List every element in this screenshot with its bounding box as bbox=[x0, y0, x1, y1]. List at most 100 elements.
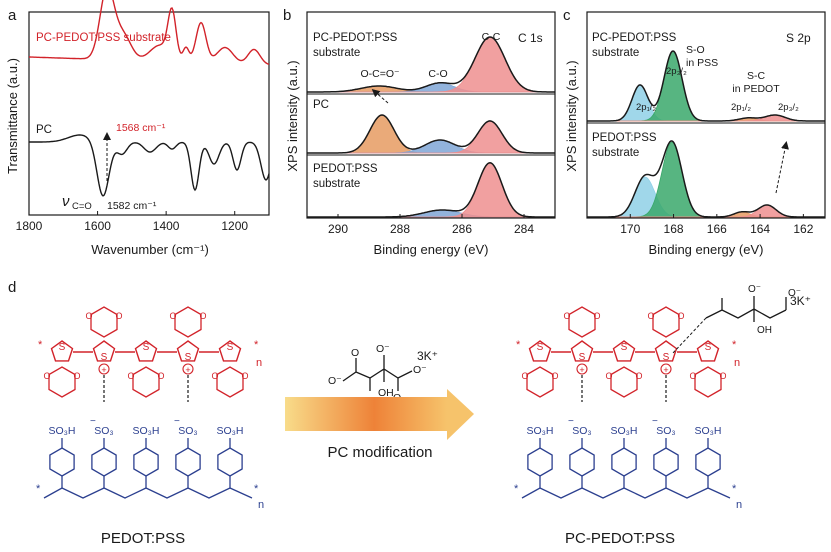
panel-a-tick-label-1600: 1600 bbox=[84, 219, 111, 233]
panel-b-x-ticks: 290 288 286 284 bbox=[328, 214, 534, 236]
panel-c-envelopes bbox=[587, 50, 825, 218]
panel-b-tick-label-288: 288 bbox=[390, 222, 410, 236]
panel-b-tick-label-284: 284 bbox=[514, 222, 534, 236]
right-pedot-star-right: * bbox=[732, 339, 737, 351]
peak-label-2p12-sc: 2p₁/₂ bbox=[731, 102, 751, 113]
peak-label-2p12-main: 2p₁/₂ bbox=[636, 102, 656, 113]
right-minus-sign-3: − bbox=[652, 416, 658, 427]
left-ring-o-b-4: O bbox=[241, 371, 248, 381]
left-thiophene-s-1: S bbox=[101, 352, 108, 363]
right-ring-o-b-4: O bbox=[719, 371, 726, 381]
panel-c-tick-label-162: 162 bbox=[793, 222, 813, 236]
left-dioxane-1 bbox=[90, 306, 118, 338]
panel-a-ylabel: Transmittance (a.u.) bbox=[5, 58, 20, 174]
right-pss-star-left: * bbox=[514, 483, 519, 495]
xps-s2p-label-1b: substrate bbox=[592, 47, 639, 59]
peak-label-2p32-main: 2p₃/₂ bbox=[666, 66, 687, 77]
right-thiophene-3 bbox=[654, 340, 678, 362]
left-pedot-n: n bbox=[256, 357, 262, 369]
panel-a-xlabel: Wavenumber (cm⁻¹) bbox=[91, 242, 209, 257]
panel-label-d: d bbox=[8, 279, 16, 296]
modification-arrow-head bbox=[447, 389, 474, 440]
ftir-nu-subscript: C=O bbox=[72, 201, 92, 212]
right-thiophene-s-2: S bbox=[621, 342, 628, 353]
s2p-pedot-pss-peak-0 bbox=[587, 176, 825, 218]
ftir-annotation-1568: 1568 cm⁻¹ bbox=[116, 122, 166, 134]
ftir-curve-pc-pedot-pss bbox=[29, 0, 270, 65]
panel-b-xlabel: Binding energy (eV) bbox=[374, 242, 489, 257]
left-sulfonate-3: SO₃ bbox=[178, 425, 197, 437]
xps-c1s-label-1b: substrate bbox=[313, 47, 360, 59]
right-benzene-2 bbox=[611, 447, 637, 477]
left-plus-sign-1: + bbox=[101, 365, 106, 375]
right-dioxane-2 bbox=[610, 366, 638, 398]
left-thiophene-s-0: S bbox=[59, 342, 66, 353]
panel-a-x-ticks: 1800 1600 1400 1200 bbox=[16, 211, 248, 233]
right-plus-charge-3 bbox=[660, 363, 672, 375]
right-ring-o-a-2: O bbox=[605, 371, 612, 381]
panel-b-tick-label-290: 290 bbox=[328, 222, 348, 236]
right-dioxane-4 bbox=[694, 366, 722, 398]
c1s-pedot-pss-envelope bbox=[307, 162, 555, 218]
right-benzene-1 bbox=[569, 447, 595, 477]
bound-citrate-skeleton bbox=[705, 296, 787, 322]
right-thiophene-4 bbox=[696, 340, 720, 362]
right-plus-sign-3: + bbox=[663, 365, 668, 375]
left-thiophene-2 bbox=[134, 340, 158, 362]
left-benzene-4 bbox=[217, 447, 243, 477]
right-dioxane-0 bbox=[526, 366, 554, 398]
left-thiophene-s-2: S bbox=[143, 342, 150, 353]
peak-label-so-a: S-O bbox=[686, 44, 705, 56]
left-ring-o-b-1: O bbox=[115, 311, 122, 321]
citrate-om-right: O⁻ bbox=[413, 364, 427, 376]
panel-b-ylabel: XPS intensity (a.u.) bbox=[285, 60, 300, 171]
left-sulfonate-2: SO₃H bbox=[132, 425, 159, 437]
left-dioxane-2 bbox=[132, 366, 160, 398]
right-thiophene-2 bbox=[612, 340, 636, 362]
left-thiophene-s-4: S bbox=[227, 342, 234, 353]
left-ring-o-a-1: O bbox=[85, 311, 92, 321]
right-thiophene-s-3: S bbox=[663, 352, 670, 363]
panel-a-tick-label-1800: 1800 bbox=[16, 219, 43, 233]
right-sulfonate-0: SO₃H bbox=[526, 425, 553, 437]
left-sulfonate-0: SO₃H bbox=[48, 425, 75, 437]
left-dioxane-3 bbox=[174, 306, 202, 338]
left-pss-backbone bbox=[43, 487, 253, 499]
panel-label-b: b bbox=[283, 7, 291, 24]
right-benzene-0 bbox=[527, 447, 553, 477]
right-pedot-star-left: * bbox=[516, 339, 521, 351]
panel-b-tick-label-286: 286 bbox=[452, 222, 472, 236]
right-pedot-n: n bbox=[734, 357, 740, 369]
right-ring-o-a-1: O bbox=[563, 311, 570, 321]
left-pedot-star-left: * bbox=[38, 339, 43, 351]
xps-s2p-label-2a: PEDOT:PSS bbox=[592, 132, 657, 144]
right-sulfonate-4: SO₃H bbox=[694, 425, 721, 437]
ftir-annotation-1582: 1582 cm⁻¹ bbox=[107, 200, 157, 212]
peak-label-sc-b: in PEDOT bbox=[732, 83, 780, 95]
ftir-label-pc-pedot-pss: PC-PEDOT:PSS substrate bbox=[36, 32, 171, 44]
right-thiophene-0 bbox=[528, 340, 552, 362]
panel-b-peak-fills bbox=[307, 36, 555, 218]
peak-label-sc-a: S-C bbox=[747, 70, 766, 82]
xps-c1s-label-1a: PC-PEDOT:PSS bbox=[313, 32, 398, 44]
left-ring-o-a-2: O bbox=[127, 371, 134, 381]
peak-label-so-b: in PSS bbox=[686, 57, 718, 69]
panel-a-frame bbox=[28, 11, 270, 216]
citrate-skeleton bbox=[342, 355, 413, 391]
left-dioxane-4 bbox=[216, 366, 244, 398]
s2p-pedot-pss-envelope bbox=[587, 140, 825, 218]
xps-c1s-label-3b: substrate bbox=[313, 178, 360, 190]
panel-b-envelopes bbox=[307, 36, 555, 218]
caption-pedot-pss: PEDOT:PSS bbox=[101, 530, 185, 547]
left-sulfonate-4: SO₃H bbox=[216, 425, 243, 437]
right-thiophene-1 bbox=[570, 340, 594, 362]
left-thiophene-s-3: S bbox=[185, 352, 192, 363]
left-ring-o-a-4: O bbox=[211, 371, 218, 381]
right-pss-star-right: * bbox=[732, 483, 737, 495]
panel-a-tick-label-1400: 1400 bbox=[153, 219, 180, 233]
left-plus-charge-1 bbox=[98, 363, 110, 375]
citrate-om-left: O⁻ bbox=[328, 375, 342, 387]
left-ring-o-b-3: O bbox=[199, 311, 206, 321]
